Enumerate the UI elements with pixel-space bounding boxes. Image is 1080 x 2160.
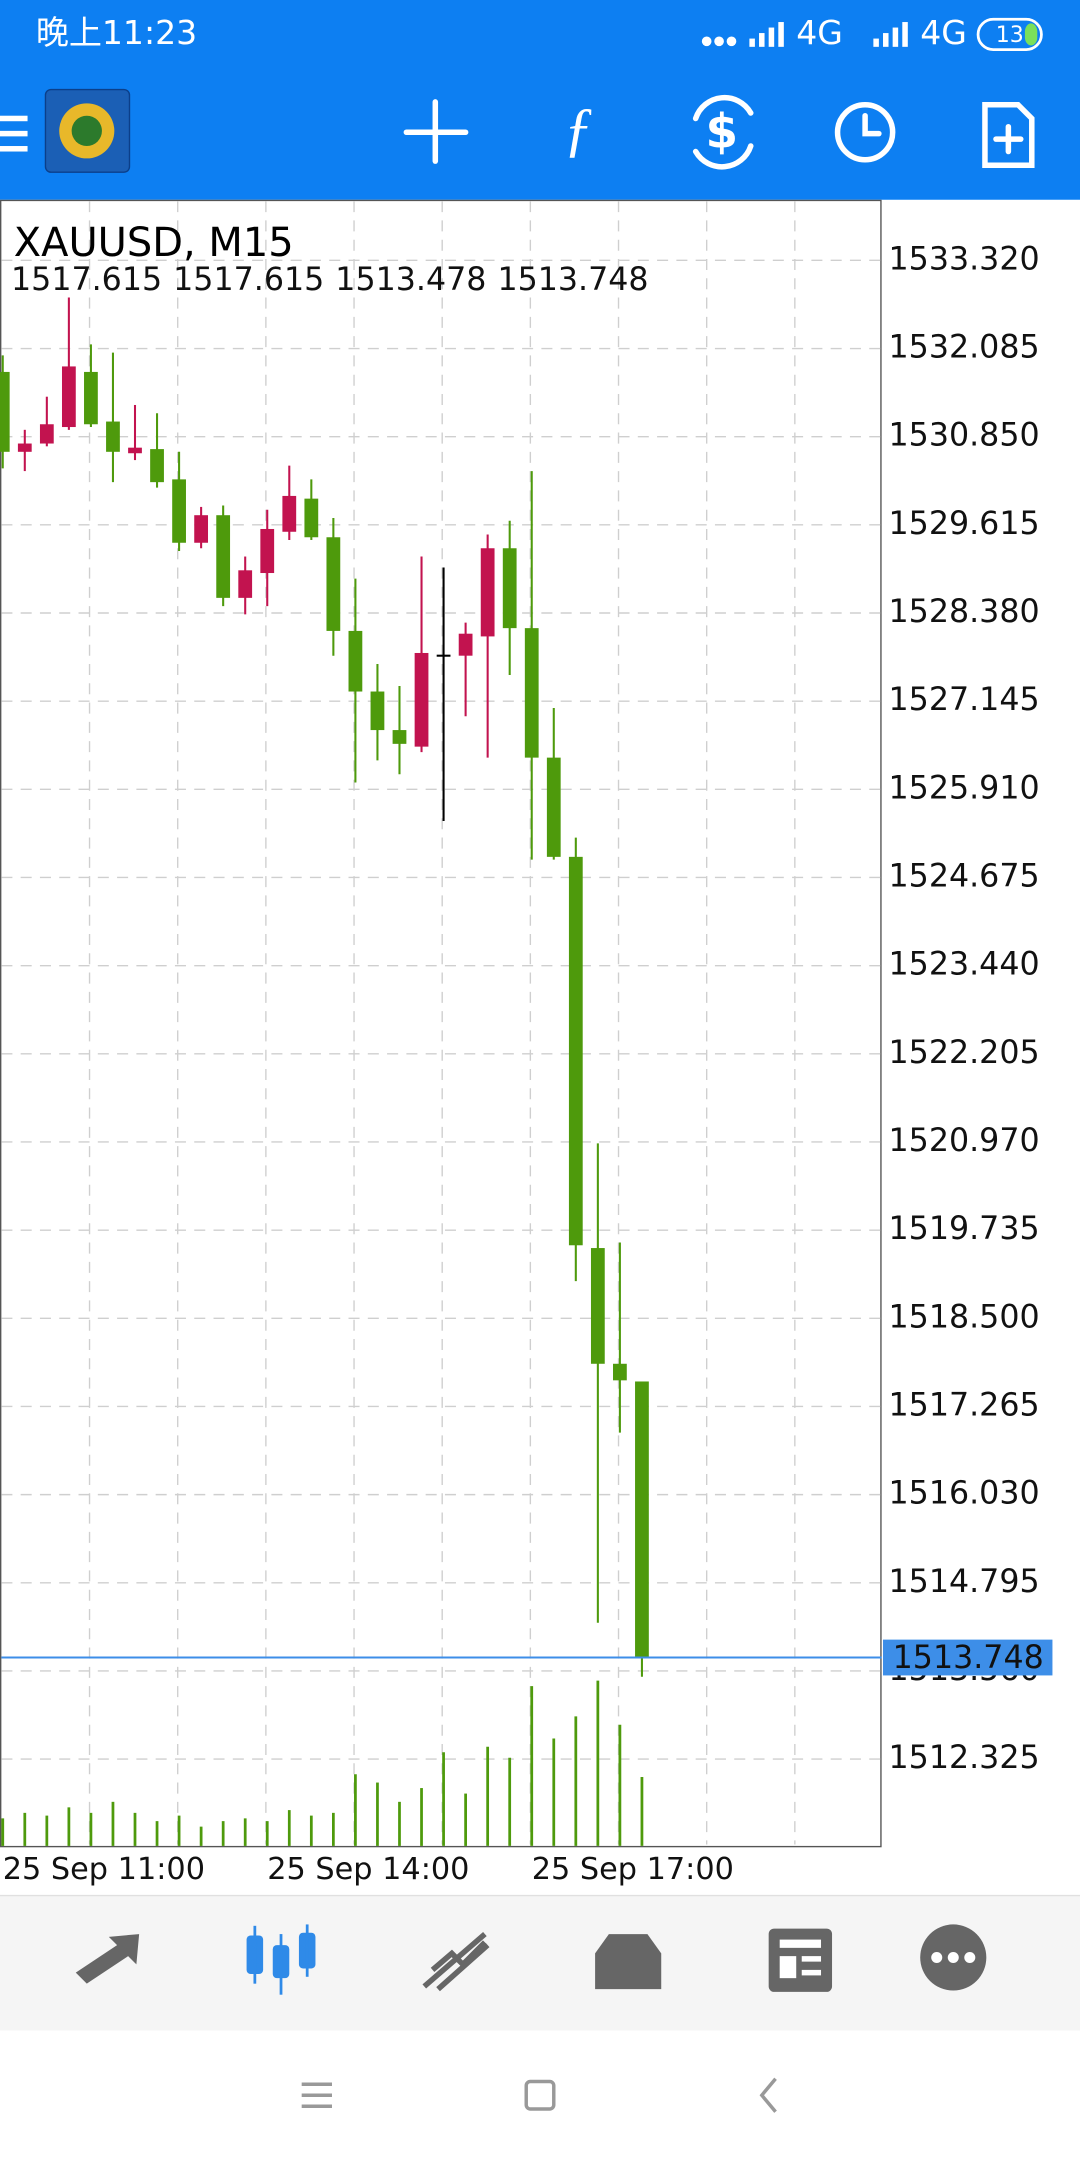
y-tick-label: 1525.910 [889,770,1040,806]
y-tick-label: 1533.320 [889,241,1040,277]
bottom-nav [0,1895,1080,2031]
crosshair-icon[interactable] [403,99,469,164]
quotes-icon[interactable] [75,1934,140,1984]
candle-body [480,548,495,637]
candle-body [61,366,76,428]
trade-tab-icon[interactable] [422,1931,490,1992]
network-label: 4G [920,13,967,52]
y-tick-label: 1518.500 [889,1299,1040,1335]
candle-body [128,447,142,454]
chart-frame [0,199,882,1848]
history-tab-icon[interactable] [595,1934,662,1990]
y-tick-label: 1523.440 [889,947,1040,983]
candle-body [392,730,407,744]
ohlc-close: 1513.748 [497,262,648,298]
y-tick-label: 1520.970 [889,1123,1040,1159]
battery-label: 13 [996,23,1024,48]
candle-body [348,630,363,692]
candle-body [150,449,164,483]
price-label: 1513.748 [893,1640,1044,1676]
ohlc-values: 1517.615 1517.615 1513.478 1513.748 [11,262,649,298]
new-order-icon[interactable] [982,101,1035,169]
candle-body [194,515,209,543]
battery-level [1024,23,1038,46]
battery [976,17,1043,51]
news-icon[interactable] [768,1928,833,1992]
network-label: 4G [796,13,843,52]
history-icon[interactable] [834,101,896,163]
y-tick-label: 1517.265 [889,1387,1040,1423]
y-tick-label: 1527.145 [889,682,1040,718]
trade-icon-symbol: $ [706,105,739,159]
candle-body [370,691,385,731]
candle-body [524,628,539,758]
candle-body [106,421,120,452]
ohlc-open: 1517.615 [11,262,162,298]
x-tick-label: 25 Sep 11:00 [3,1852,205,1887]
ohlc-high: 1517.615 [173,262,324,298]
candle-body [17,443,32,452]
home-button[interactable] [524,2079,556,2111]
candle-body [326,537,341,631]
status-icons [701,22,908,47]
candle-body [613,1363,627,1381]
candle-body [282,495,297,532]
x-tick-label: 25 Sep 14:00 [267,1852,469,1887]
candle-body [568,856,583,1246]
y-tick-label: 1532.085 [889,330,1040,366]
candle-body [304,498,319,538]
ohlc-header: 1517.615 1517.615 1513.478 1513.748 [11,262,649,298]
y-tick-label: 1514.795 [889,1564,1040,1600]
candle-body [458,633,473,656]
recents-button[interactable] [301,2082,332,2108]
candle-body [260,528,275,574]
y-tick-label: 1524.675 [889,858,1040,894]
candle-body [216,515,231,598]
candle-body [84,371,98,425]
candle-body [172,479,186,543]
y-tick-label: 1529.615 [889,506,1040,542]
system-nav [301,2077,777,2113]
candle-body [39,424,54,444]
candle-body [414,652,429,747]
candle-body [635,1381,649,1658]
price-label-box [883,1639,1053,1676]
y-tick-label: 1528.380 [889,594,1040,630]
candle-body [546,757,561,857]
candle-body [0,371,10,452]
indicators-icon[interactable]: ƒ [563,96,593,163]
chart-title: XAUUSD, M15 [14,220,294,266]
y-tick-label: 1519.735 [889,1211,1040,1247]
top-bar [0,0,1080,200]
chart [0,201,882,1846]
y-tick-label: 1516.030 [889,1476,1040,1512]
y-tick-label: 1522.205 [889,1035,1040,1071]
candle-body [502,548,517,629]
x-tick-label: 25 Sep 17:00 [532,1852,734,1887]
clock: 晚上11:23 [36,13,197,52]
y-tick-label: 1512.325 [889,1740,1040,1776]
chart-tab-icon[interactable] [246,1924,316,1995]
menu-icon[interactable] [0,115,28,152]
candle-body [590,1248,605,1364]
back-button[interactable] [759,2077,777,2113]
y-tick-label: 1530.850 [889,418,1040,454]
trade-icon[interactable] [692,94,754,170]
ohlc-low: 1513.478 [335,262,486,298]
candle-body [238,570,253,598]
app-icon-inner [71,115,102,147]
